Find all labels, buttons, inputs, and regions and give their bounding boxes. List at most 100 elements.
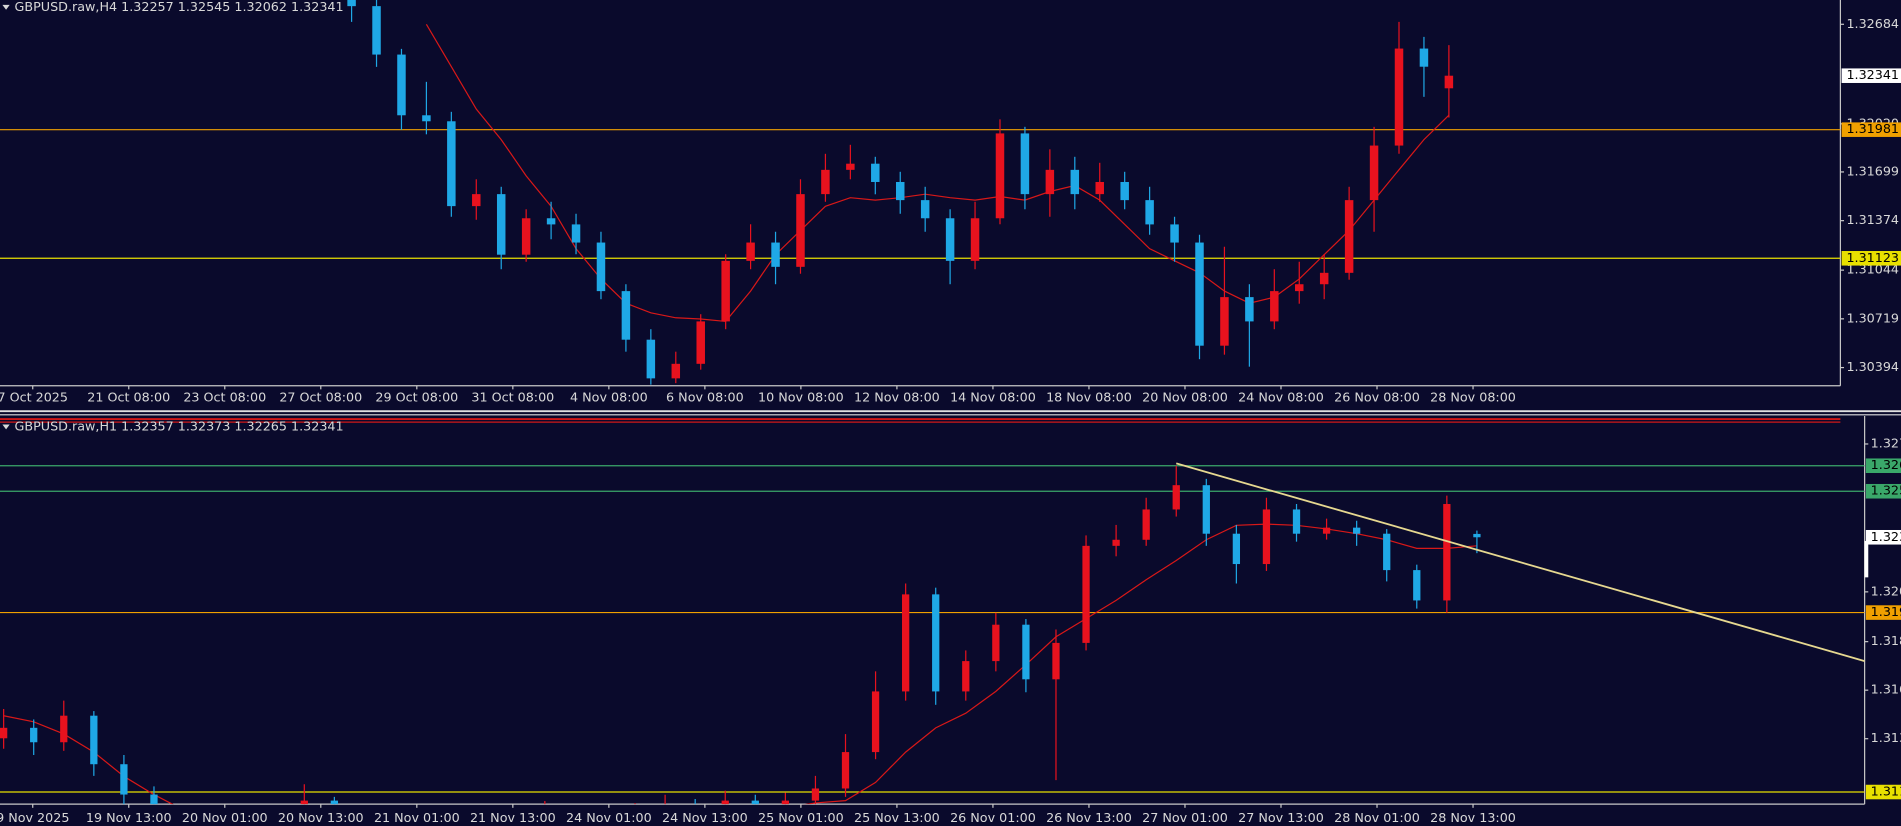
y-tick-label: 1.327 xyxy=(1871,436,1901,451)
x-tick-label: 9 Nov 2025 xyxy=(0,811,69,826)
candle-body xyxy=(1020,133,1030,195)
x-tick-label: 27 Oct 08:00 xyxy=(279,390,362,405)
candle-body xyxy=(1232,533,1241,565)
candle-body xyxy=(1112,539,1120,546)
candle-body xyxy=(646,339,656,379)
candle-body xyxy=(721,260,730,322)
candle-body xyxy=(1394,48,1404,146)
candle-body xyxy=(746,242,755,261)
candle-body xyxy=(1202,485,1210,534)
x-tick-label: 20 Nov 13:00 xyxy=(278,811,364,826)
candle-body xyxy=(1419,48,1429,67)
candle-body xyxy=(1195,242,1204,346)
x-tick-label: 18 Nov 08:00 xyxy=(1046,390,1132,405)
candle-body xyxy=(995,133,1005,219)
candle-body xyxy=(546,218,556,225)
y-tick-label: 1.31699 xyxy=(1846,164,1899,179)
candle-body xyxy=(895,181,905,201)
candle-body xyxy=(1082,545,1090,643)
x-tick-label: 12 Nov 08:00 xyxy=(854,390,940,405)
candle-body xyxy=(962,661,970,692)
candle-body xyxy=(472,194,481,207)
candle-body xyxy=(30,727,38,743)
candle-body xyxy=(397,54,406,116)
candle-body xyxy=(1022,624,1030,680)
candle-body xyxy=(920,200,930,219)
level-box xyxy=(1865,784,1901,800)
candle-body xyxy=(1344,200,1354,273)
candle-body xyxy=(1322,527,1331,534)
level-label: 1.319 xyxy=(1871,605,1901,620)
y-tick-label: 1.30394 xyxy=(1846,360,1899,375)
candle-body xyxy=(1262,509,1271,565)
candle-body xyxy=(871,163,880,182)
x-tick-label: 24 Nov 13:00 xyxy=(662,811,748,826)
candle-body xyxy=(1443,504,1451,601)
level-label: 1.31981 xyxy=(1846,122,1899,137)
candle-body xyxy=(811,788,820,801)
candle-body xyxy=(771,242,780,267)
candle-body xyxy=(1170,224,1179,243)
x-tick-label: 25 Nov 13:00 xyxy=(854,811,940,826)
level-box xyxy=(1841,251,1901,266)
candle-body xyxy=(1383,533,1391,571)
candle-body xyxy=(945,218,955,261)
chart-header: GBPUSD.raw,H1 1.32357 1.32373 1.32265 1.… xyxy=(15,419,344,434)
candle-body xyxy=(751,800,759,805)
x-tick-label: 24 Nov 01:00 xyxy=(566,811,652,826)
candle-body xyxy=(1220,297,1229,346)
x-tick-label: 21 Nov 01:00 xyxy=(374,811,460,826)
trendline xyxy=(1175,462,1865,662)
candle-body xyxy=(330,800,339,805)
x-tick-label: 20 Nov 08:00 xyxy=(1142,390,1228,405)
level-label: 1.326 xyxy=(1871,458,1901,473)
candle-body xyxy=(596,242,606,292)
candle-body xyxy=(841,752,850,789)
x-tick-label: 28 Nov 01:00 xyxy=(1334,811,1420,826)
candle-body xyxy=(721,800,729,805)
price-label: 1.32341 xyxy=(1846,68,1899,83)
x-tick-label: 28 Nov 13:00 xyxy=(1430,811,1516,826)
candle-body xyxy=(447,121,456,207)
x-tick-label: 7 Oct 2025 xyxy=(0,390,68,405)
candle-body xyxy=(671,363,681,379)
candle-body xyxy=(1172,485,1180,510)
candle-body xyxy=(1270,291,1279,322)
level-box xyxy=(1865,605,1901,620)
candle-body xyxy=(0,727,8,739)
x-tick-label: 26 Nov 08:00 xyxy=(1334,390,1420,405)
x-tick-label: 31 Oct 08:00 xyxy=(471,390,554,405)
candle-body xyxy=(696,321,705,364)
y-tick-label: 1.31044 xyxy=(1846,263,1899,278)
x-tick-label: 21 Nov 13:00 xyxy=(470,811,556,826)
candle-body xyxy=(1145,200,1154,225)
plot-area xyxy=(0,0,1841,385)
candle-body xyxy=(1045,169,1055,195)
candle-body xyxy=(1142,509,1150,540)
y-tick-label: 1.31374 xyxy=(1846,213,1899,228)
candle-body xyxy=(496,194,506,255)
x-tick-label: 23 Oct 08:00 xyxy=(183,390,266,405)
x-tick-label: 14 Nov 08:00 xyxy=(950,390,1036,405)
scroll-marker xyxy=(1864,540,1869,578)
y-tick-label: 1.313 xyxy=(1871,731,1901,746)
candle-body xyxy=(796,194,805,267)
x-tick-label: 4 Nov 08:00 xyxy=(570,390,648,405)
plot-area xyxy=(0,462,1865,805)
candle-body xyxy=(90,715,98,765)
level-box xyxy=(1865,483,1901,499)
x-tick-label: 24 Nov 08:00 xyxy=(1238,390,1324,405)
candle-body xyxy=(422,115,431,122)
candle-body xyxy=(1353,527,1361,534)
candle-body xyxy=(1245,297,1254,322)
candle-body xyxy=(932,594,940,692)
candle-body xyxy=(992,624,1000,662)
x-tick-label: 26 Nov 01:00 xyxy=(950,811,1036,826)
candle-body xyxy=(871,691,880,753)
candle-body xyxy=(621,291,631,340)
level-label: 1.31123 xyxy=(1846,251,1899,266)
candle-body xyxy=(902,594,910,692)
candle-body xyxy=(150,794,158,805)
